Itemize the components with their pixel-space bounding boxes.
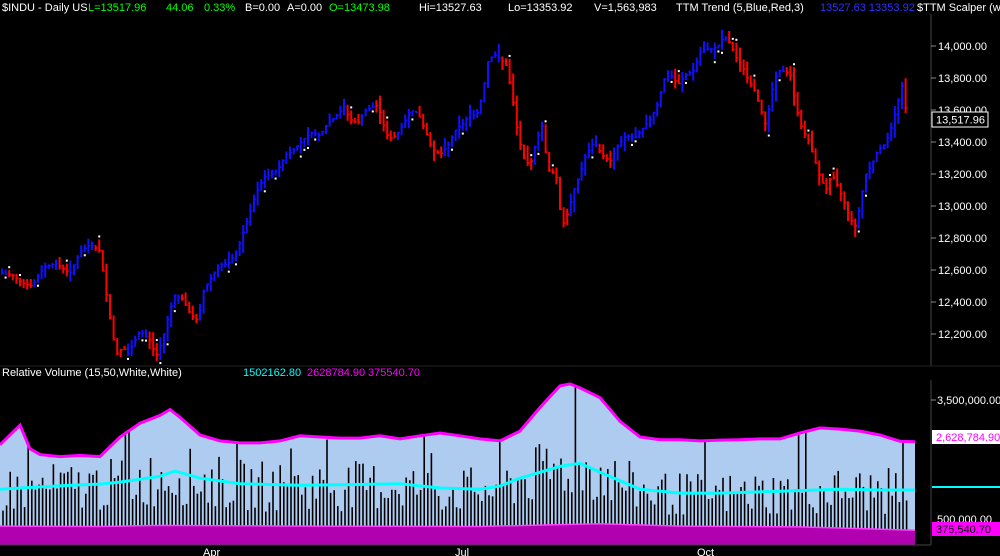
volume-value: V=1,563,983	[594, 2, 657, 14]
scalper-dot	[551, 164, 554, 167]
trend-study-values: 13527.63 13353.92	[820, 2, 915, 14]
scalper-dot	[530, 154, 533, 157]
price-tick-label: 12,400.00	[938, 297, 987, 309]
time-tick-oct: Oct	[697, 547, 714, 556]
ask-value: A=0.00	[287, 2, 322, 14]
price-tick-label: 13,200.00	[938, 169, 987, 181]
scalper-dot	[263, 190, 266, 193]
price-tick-label: 12,800.00	[938, 233, 987, 245]
bid-value: B=0.00	[245, 2, 280, 14]
scalper-dot	[731, 37, 734, 40]
scalper-dot	[865, 194, 867, 197]
scalper-dot	[713, 61, 716, 64]
scalper-study-label: $TTM Scalper (white,white	[917, 2, 1000, 14]
scalper-dot	[173, 310, 176, 313]
volume-value-3: 375540.70	[368, 367, 420, 379]
scalper-dot	[753, 74, 756, 77]
scalper-dot	[314, 138, 317, 141]
trend-study-label: TTM Trend (5,Blue,Red,3)	[676, 2, 804, 14]
volume-label-lower: 375,540.70	[936, 524, 991, 536]
scalper-dot	[670, 80, 673, 83]
time-tick-jul: Jul	[455, 547, 469, 556]
change-value: 44.06	[166, 2, 194, 14]
low-value: Lo=13353.92	[508, 2, 573, 14]
scalper-dot	[832, 167, 835, 170]
volume-header: Relative Volume (15,50,White,White) 1502…	[2, 367, 420, 379]
scalper-dot	[141, 339, 144, 342]
scalper-dot	[461, 132, 464, 135]
scalper-dot	[299, 155, 302, 158]
scalper-dot	[677, 70, 680, 73]
scalper-dot	[307, 147, 309, 150]
scalper-dot	[19, 274, 21, 277]
scalper-dot	[303, 148, 306, 151]
scalper-dot	[685, 81, 687, 84]
scalper-dot	[127, 357, 129, 360]
volume-study-label: Relative Volume (15,50,White,White)	[2, 367, 182, 379]
price-tick-label: 13,000.00	[938, 201, 987, 213]
scalper-dot	[155, 339, 158, 342]
low-band-area	[0, 523, 915, 545]
time-tick-apr: Apr	[203, 547, 220, 556]
low-band-line	[0, 523, 916, 531]
scalper-dot	[37, 284, 39, 287]
volume-label-lower-bg	[932, 522, 1000, 536]
scalper-dot	[544, 120, 547, 123]
volume-label-upper: 2,628,784.90	[936, 432, 1000, 444]
scalper-dot	[83, 254, 86, 257]
scalper-dot	[451, 148, 453, 151]
relative-volume-line	[0, 382, 916, 459]
scalper-dot	[857, 230, 860, 233]
volume-pane	[0, 378, 916, 545]
last-price: L=13517.96	[88, 2, 146, 14]
price-tick-label: 12,600.00	[938, 265, 987, 277]
scalper-dot	[65, 259, 68, 262]
scalper-dot	[386, 116, 389, 119]
scalper-dot	[631, 143, 633, 146]
volume-label-upper-bg	[932, 430, 1000, 444]
scalper-dot	[508, 54, 511, 57]
scalper-dot	[371, 110, 374, 113]
scalper-dot	[634, 140, 637, 143]
last-price-marker: 13,517.96	[931, 111, 989, 128]
scalper-dot	[98, 235, 101, 238]
price-series	[1, 29, 908, 365]
high-value: Hi=13527.63	[419, 2, 482, 14]
scalper-dot	[717, 50, 720, 53]
scalper-dot	[274, 177, 277, 180]
price-tick-label: 13,800.00	[938, 73, 987, 85]
price-tick-label: 14,000.00	[938, 41, 987, 53]
last-price-label: 13,517.96	[936, 115, 985, 127]
scalper-dot	[235, 263, 237, 266]
scalper-dot	[411, 118, 414, 121]
symbol-label: $INDU - Daily US	[2, 2, 88, 14]
scalper-dot	[159, 362, 162, 365]
volume-value-2: 2628784.90	[307, 367, 365, 379]
open-value: O=13473.98	[329, 2, 390, 14]
scalper-dot	[778, 79, 781, 82]
price-header: $INDU - Daily US L=13517.96 44.06 0.33% …	[2, 2, 1000, 14]
scalper-dot	[350, 106, 353, 109]
scalper-dot	[721, 51, 723, 54]
scalper-dot	[166, 343, 169, 346]
price-tick-label: 12,200.00	[938, 329, 987, 341]
average-volume-line	[0, 461, 915, 495]
scalper-dot	[591, 156, 594, 159]
scalper-dot	[829, 174, 831, 177]
volume-value-1: 1502162.80	[243, 367, 301, 379]
scalper-dot	[735, 38, 738, 41]
price-tick-label: 13,400.00	[938, 137, 987, 149]
change-pct: 0.33%	[204, 2, 235, 14]
volume-tick-upper: 3,500,000.00	[937, 395, 1000, 407]
scalper-dot	[807, 129, 810, 132]
scalper-dot	[793, 63, 795, 66]
scalper-dot	[767, 134, 770, 137]
scalper-dot	[8, 266, 11, 269]
scalper-dot	[4, 276, 7, 279]
scalper-dot	[227, 270, 230, 273]
scalper-dot	[537, 152, 540, 155]
scalper-dot	[145, 339, 147, 342]
